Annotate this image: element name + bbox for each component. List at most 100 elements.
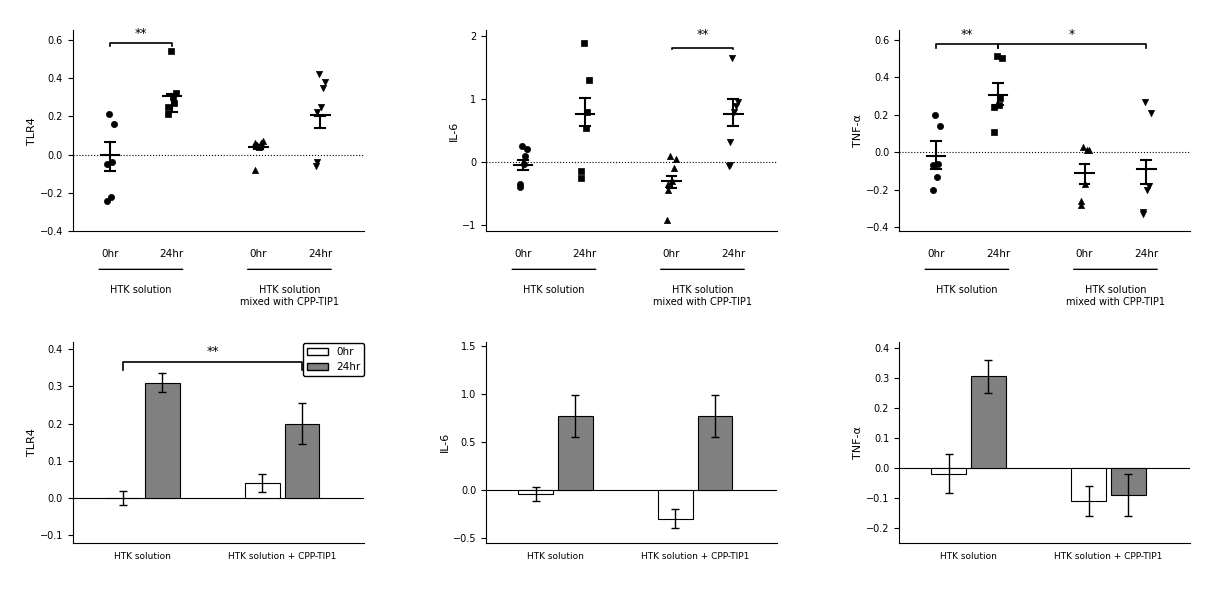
Point xyxy=(925,110,944,119)
Point xyxy=(927,172,947,182)
Text: HTK solution: HTK solution xyxy=(523,285,585,295)
Point xyxy=(722,54,742,63)
Y-axis label: TNF-α: TNF-α xyxy=(853,426,863,459)
Text: **: ** xyxy=(135,27,147,40)
Point xyxy=(720,160,739,170)
Point xyxy=(510,182,529,192)
Point xyxy=(574,38,594,48)
Point xyxy=(510,179,529,189)
Point xyxy=(991,93,1010,103)
Bar xyxy=(284,423,319,498)
Text: 24hr: 24hr xyxy=(160,249,185,259)
Point xyxy=(1073,142,1093,151)
Point xyxy=(1138,185,1157,195)
Text: 0hr: 0hr xyxy=(927,249,944,259)
Point xyxy=(251,138,271,148)
Point xyxy=(985,127,1004,136)
Point xyxy=(1134,209,1153,219)
Point xyxy=(1141,108,1161,118)
Point xyxy=(726,101,745,110)
Y-axis label: IL-6: IL-6 xyxy=(449,121,459,140)
Point xyxy=(1072,196,1091,206)
Point xyxy=(245,165,265,175)
Point xyxy=(664,163,683,173)
Bar xyxy=(698,416,732,490)
Text: 24hr: 24hr xyxy=(1134,249,1158,259)
Text: HTK solution: HTK solution xyxy=(110,285,171,295)
Text: **: ** xyxy=(960,28,974,42)
Point xyxy=(250,142,270,152)
Point xyxy=(1134,207,1153,217)
Point xyxy=(159,110,178,119)
Point xyxy=(577,122,596,132)
Point xyxy=(660,151,680,160)
Bar xyxy=(1071,468,1106,500)
Point xyxy=(658,179,677,189)
Point xyxy=(517,145,537,154)
Y-axis label: TNF-α: TNF-α xyxy=(853,114,863,147)
Bar xyxy=(245,483,280,498)
Point xyxy=(516,151,535,160)
Point xyxy=(572,166,591,176)
Point xyxy=(989,101,1009,110)
Point xyxy=(1076,179,1095,189)
Point xyxy=(579,75,599,85)
Point xyxy=(1079,145,1099,155)
Point xyxy=(929,159,948,168)
Point xyxy=(1077,145,1096,155)
Text: 24hr: 24hr xyxy=(573,249,597,259)
Text: 0hr: 0hr xyxy=(1076,249,1094,259)
Point xyxy=(512,142,532,151)
Point xyxy=(658,186,677,195)
Point xyxy=(720,162,739,171)
Text: 0hr: 0hr xyxy=(663,249,680,259)
Point xyxy=(101,192,120,201)
Point xyxy=(728,98,748,107)
Point xyxy=(163,92,182,102)
Text: **: ** xyxy=(696,28,709,42)
Point xyxy=(313,83,333,92)
Bar xyxy=(658,490,693,519)
Point xyxy=(987,52,1006,62)
Text: 0hr: 0hr xyxy=(101,249,119,259)
Point xyxy=(725,107,744,116)
Point xyxy=(100,110,119,119)
Legend: 0hr, 24hr: 0hr, 24hr xyxy=(302,343,364,376)
Point xyxy=(102,157,121,167)
Bar xyxy=(518,490,554,494)
Point xyxy=(97,159,117,169)
Text: 0hr: 0hr xyxy=(515,249,532,259)
Point xyxy=(985,103,1004,112)
Bar xyxy=(971,376,1006,468)
Point xyxy=(572,173,591,183)
Point xyxy=(310,69,329,79)
Text: 24hr: 24hr xyxy=(721,249,745,259)
Point xyxy=(307,108,327,118)
Point xyxy=(306,161,325,171)
Bar xyxy=(144,383,180,498)
Point xyxy=(666,154,686,164)
Text: *: * xyxy=(1070,28,1076,42)
Text: HTK solution
mixed with CPP-TIP1: HTK solution mixed with CPP-TIP1 xyxy=(1066,285,1165,307)
Point xyxy=(159,102,178,112)
Text: **: ** xyxy=(206,346,219,358)
Point xyxy=(923,160,942,170)
Text: HTK solution
mixed with CPP-TIP1: HTK solution mixed with CPP-TIP1 xyxy=(240,285,339,307)
Point xyxy=(316,77,335,87)
Point xyxy=(1135,96,1155,106)
Text: 0hr: 0hr xyxy=(250,249,267,259)
Point xyxy=(1139,182,1158,191)
Point xyxy=(245,138,265,148)
Point xyxy=(248,140,267,150)
Text: HTK solution
mixed with CPP-TIP1: HTK solution mixed with CPP-TIP1 xyxy=(653,285,751,307)
Point xyxy=(166,89,186,98)
Bar xyxy=(558,416,592,490)
Point xyxy=(663,176,682,186)
Point xyxy=(515,159,534,169)
Point xyxy=(161,46,181,56)
Point xyxy=(658,215,677,225)
Y-axis label: TLR4: TLR4 xyxy=(27,117,36,145)
Bar xyxy=(931,468,966,474)
Point xyxy=(254,136,273,146)
Point xyxy=(307,157,327,167)
